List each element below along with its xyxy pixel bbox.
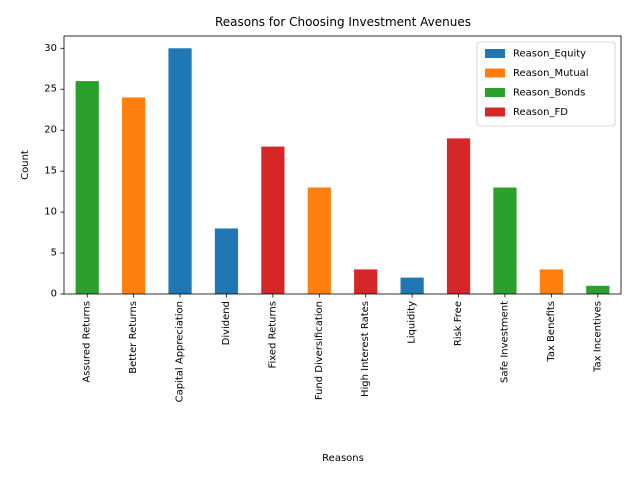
y-tick-label: 20 bbox=[44, 125, 57, 136]
x-tick-label: Tax Benefits bbox=[546, 301, 557, 363]
x-tick-label: Fixed Returns bbox=[267, 301, 278, 369]
legend-swatch-series-0 bbox=[485, 49, 505, 58]
plot-frame bbox=[63, 35, 622, 295]
legend-label: Reason_Equity bbox=[513, 49, 586, 60]
x-axis: Assured Returns Better Returns Capital App… bbox=[82, 294, 603, 402]
bar-assured-returns-series-2 bbox=[75, 81, 99, 294]
y-axis-label: Count bbox=[20, 150, 31, 180]
legend-swatch-series-1 bbox=[485, 68, 505, 78]
bar-tax-benefits-series-1 bbox=[539, 269, 563, 294]
bar-high-interest-rates-series-3 bbox=[354, 269, 378, 294]
legend-label: Reason_FD bbox=[513, 107, 568, 118]
bar-fixed-returns-series-3 bbox=[261, 146, 285, 294]
y-tick-label: 5 bbox=[51, 248, 57, 259]
x-tick-label: Capital Appreciation bbox=[175, 301, 186, 402]
chart-title: Reasons for Choosing Investment Avenues bbox=[215, 15, 471, 29]
y-tick-label: 30 bbox=[44, 43, 57, 54]
legend: Reason_Equity Reason_Mutual Reason_Bonds Re… bbox=[476, 41, 616, 127]
y-tick-label: 10 bbox=[44, 207, 57, 218]
bar-dividend-series-0 bbox=[214, 228, 239, 294]
bar-fund-diversification-series-1 bbox=[307, 187, 331, 294]
x-tick-label: Fund Diversification bbox=[314, 301, 325, 400]
y-tick-label: 15 bbox=[44, 166, 57, 177]
bars-group bbox=[75, 48, 610, 295]
bar-risk-free-series-3 bbox=[446, 138, 471, 294]
legend-frame bbox=[476, 41, 616, 127]
x-tick-label: Liquidity bbox=[407, 301, 418, 344]
bar-liquidity-series-0 bbox=[400, 277, 424, 294]
legend-swatch-series-2 bbox=[485, 88, 505, 97]
x-axis-label: Reasons bbox=[322, 453, 364, 464]
y-tick-label: 0 bbox=[51, 289, 57, 300]
legend-label: Reason_Mutual bbox=[513, 68, 589, 79]
x-tick-label: Safe Investment bbox=[499, 301, 510, 383]
bar-capital-appreciation-series-0 bbox=[168, 48, 192, 295]
legend-label: Reason_Bonds bbox=[513, 88, 585, 99]
y-axis: 0 5 10 15 20 25 30 bbox=[44, 43, 64, 300]
x-tick-label: High Interest Rates bbox=[360, 301, 371, 397]
x-tick-label: Assured Returns bbox=[82, 301, 93, 383]
x-tick-label: Dividend bbox=[221, 301, 232, 345]
legend-swatch-series-3 bbox=[485, 107, 505, 117]
x-tick-label: Tax Incentives bbox=[592, 301, 603, 373]
bar-better-returns-series-1 bbox=[122, 97, 146, 294]
bar-tax-incentives-series-2 bbox=[586, 285, 610, 294]
x-tick-label: Risk Free bbox=[453, 301, 464, 346]
y-tick-label: 25 bbox=[44, 84, 57, 95]
x-tick-label: Better Returns bbox=[128, 301, 139, 374]
bar-safe-investment-series-2 bbox=[493, 187, 517, 294]
